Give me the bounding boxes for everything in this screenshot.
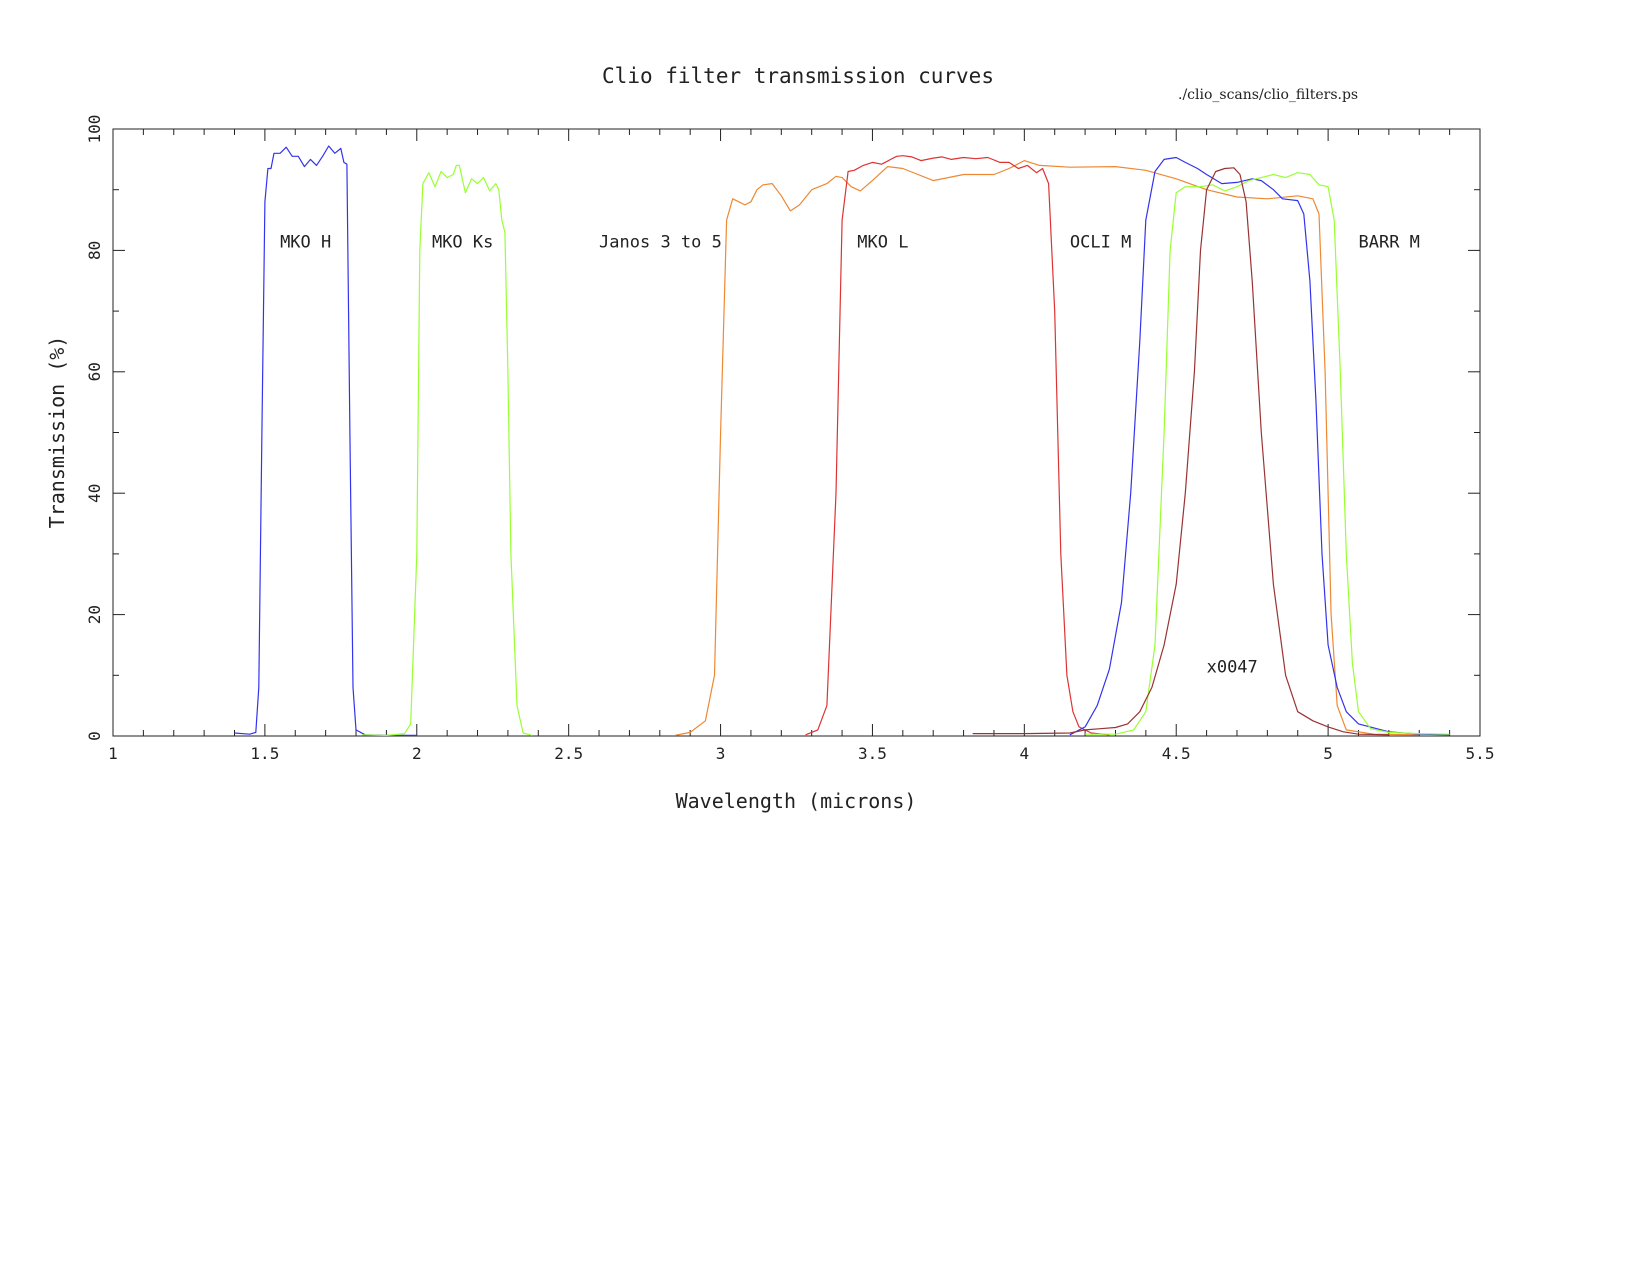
x-tick-label: 4.5 [1162, 744, 1191, 763]
x-tick-label: 2 [412, 744, 422, 763]
x-tick-label: 2.5 [554, 744, 583, 763]
filter-label: OCLI M [1070, 232, 1131, 252]
x-axis-label: Wavelength (microns) [676, 789, 917, 813]
filter-label: BARR M [1358, 232, 1419, 252]
x-tick-label: 4 [1020, 744, 1030, 763]
y-tick-label: 60 [85, 362, 104, 381]
series-line-6 [1085, 172, 1450, 735]
filter-label: Janos 3 to 5 [599, 232, 722, 252]
y-axis-label: Transmission (%) [45, 336, 69, 529]
y-tick-label: 40 [85, 484, 104, 503]
filter-label: MKO H [280, 232, 331, 252]
x-tick-label: 1 [108, 744, 118, 763]
x-tick-label: 1.5 [250, 744, 279, 763]
filter-label: x0047 [1207, 657, 1258, 677]
y-tick-label: 80 [85, 241, 104, 260]
transmission-curves [234, 145, 1450, 736]
file-path-label: ./clio_scans/clio_filters.ps [1178, 87, 1358, 103]
y-tick-label: 20 [85, 605, 104, 624]
filter-label: MKO Ks [432, 232, 493, 252]
x-tick-label: 5 [1323, 744, 1333, 763]
tick-labels: 1 1.5 2 2.5 3 3.5 4 4.5 5 5.5 0 20 40 60 80 100 [85, 115, 1494, 763]
x-tick-label: 3 [716, 744, 726, 763]
axis-ticks [112, 128, 1481, 737]
series-line-4 [805, 155, 1110, 736]
y-tick-label: 0 [85, 731, 104, 741]
series-line-1 [234, 145, 417, 736]
series-line-5 [1069, 156, 1450, 736]
plot-frame [112, 128, 1481, 737]
x-tick-label: 3.5 [858, 744, 887, 763]
x-tick-label: 5.5 [1466, 744, 1495, 763]
filter-label: MKO L [857, 232, 908, 252]
y-tick-label: 100 [85, 115, 104, 144]
series-line-2 [362, 164, 533, 736]
series-line-3 [674, 160, 1420, 736]
series-line-7 [972, 167, 1389, 736]
filter-annotations: MKO H MKO Ks Janos 3 to 5 MKO L OCLI M BARR M… [280, 232, 1420, 677]
chart-title: Clio filter transmission curves [602, 64, 994, 88]
